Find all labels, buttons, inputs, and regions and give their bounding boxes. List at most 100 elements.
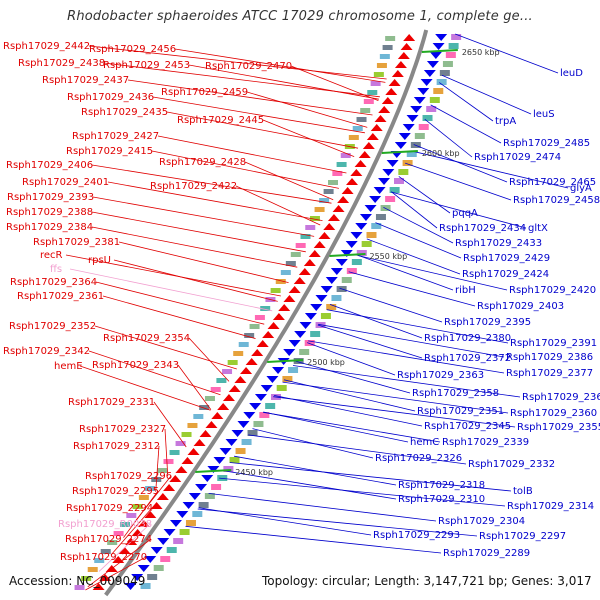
left-feature-label[interactable]: Rsph17029_2388 [6,207,93,218]
feature-block [173,538,184,544]
right-feature-label[interactable]: Rsph17029_2485 [503,138,590,149]
forward-gene-arrow [303,259,316,266]
right-feature-label[interactable]: gltX [528,223,548,234]
reverse-gene-arrow [373,187,386,194]
left-feature-label[interactable]: Rsph17029_2361 [17,291,104,302]
right-feature-label[interactable]: trpA [495,116,516,127]
leader-line [366,238,461,275]
left-feature-label[interactable]: Rsph17029_2381 [33,237,120,248]
feature-block [389,187,400,193]
right-feature-label[interactable]: hemC [410,437,439,448]
left-feature-label[interactable]: hemE [54,361,83,372]
left-feature-label[interactable]: Rsph17029_2435 [81,107,168,118]
right-feature-label[interactable]: Rsph17029_2391 [510,338,597,349]
right-feature-label[interactable]: Rsph17029_2297 [479,531,566,542]
left-feature-label[interactable]: Rsph17029_2343 [92,360,179,371]
left-feature-label[interactable]: Rsph17029_2295 [72,486,159,497]
left-feature-label[interactable]: Rsph17029_2428 [159,157,246,168]
left-feature-label[interactable]: Rsph17029_R0038 [58,519,152,530]
left-feature-label[interactable]: recR [40,250,63,261]
left-feature-label[interactable]: ffs [50,264,62,275]
left-feature-label[interactable]: Rsph17029_2393 [7,192,94,203]
right-feature-label[interactable]: leuS [533,109,555,120]
right-feature-label[interactable]: Rsph17029_2465 [509,177,596,188]
left-feature-label[interactable]: Rsph17029_2384 [6,222,93,233]
feature-block [346,268,357,274]
right-feature-label[interactable]: Rsph17029_2368 [522,392,600,403]
right-feature-label[interactable]: Rsph17029_2345 [424,421,511,432]
right-feature-label[interactable]: Rsph17029_2386 [506,352,593,363]
left-feature-label[interactable]: Rsph17029_2296 [85,471,172,482]
right-feature-label[interactable]: Rsph17029_2304 [438,516,525,527]
right-feature-label[interactable]: Rsph17029_2363 [397,370,484,381]
right-feature-label[interactable]: Rsph17029_2358 [412,388,499,399]
right-feature-label[interactable]: Rsph17029_2458 [513,195,600,206]
left-feature-label[interactable]: Rsph17029_2270 [60,552,147,563]
forward-gene-arrow [318,232,331,239]
right-feature-label[interactable]: Rsph17029_2403 [477,301,564,312]
right-feature-label[interactable]: Rsph17029_2314 [507,501,594,512]
left-feature-label[interactable]: Rsph17029_2312 [73,441,160,452]
reverse-gene-arrow [131,574,144,581]
right-feature-label[interactable]: Rsph17029_2360 [510,408,597,419]
left-feature-label[interactable]: Rsph17029_2401 [22,177,109,188]
left-feature-label[interactable]: Rsph17029_2331 [68,397,155,408]
left-feature-label[interactable]: Rsph17029_2459 [161,87,248,98]
right-feature-label[interactable]: Rsph17029_2474 [474,152,561,163]
right-feature-label[interactable]: ribH [455,285,476,296]
right-feature-label[interactable]: glyA [570,183,592,194]
left-feature-label[interactable]: Rsph17029_2436 [67,92,154,103]
left-feature-label[interactable]: rpsU [88,255,111,266]
right-feature-label[interactable]: leuD [560,68,583,79]
left-feature-label[interactable]: Rsph17029_2456 [89,44,176,55]
right-feature-label[interactable]: Rsph17029_2332 [468,459,555,470]
leader-line [290,65,379,101]
left-feature-label[interactable]: Rsph17029_2453 [103,60,190,71]
right-feature-label[interactable]: Rsph17029_2339 [442,437,529,448]
left-feature-label[interactable]: Rsph17029_2352 [9,321,96,332]
right-feature-label[interactable]: Rsph17029_2420 [509,285,596,296]
leader-line [166,111,359,149]
reverse-gene-arrow [378,178,391,185]
right-feature-label[interactable]: Rsph17029_2433 [455,238,542,249]
left-feature-label[interactable]: Rsph17029_2294 [66,503,153,514]
right-feature-label[interactable]: Rsph17029_2377 [506,368,593,379]
left-feature-label[interactable]: Rsph17029_2364 [10,277,97,288]
left-feature-label[interactable]: Rsph17029_2445 [177,115,264,126]
right-feature-label[interactable]: Rsph17029_2326 [375,453,462,464]
right-feature-label[interactable]: Rsph17029_2318 [398,480,485,491]
left-feature-label[interactable]: Rsph17029_2274 [65,534,152,545]
reverse-gene-arrow [432,43,445,50]
left-feature-label[interactable]: Rsph17029_2422 [150,181,237,192]
right-feature-label[interactable]: Rsph17029_2289 [443,548,530,559]
right-feature-label[interactable]: Rsph17029_2293 [373,530,460,541]
right-feature-label[interactable]: Rsph17029_2395 [444,317,531,328]
left-feature-label[interactable]: Rsph17029_2470 [205,61,292,72]
left-feature-label[interactable]: Rsph17029_2438 [18,58,105,69]
feature-block [216,378,227,383]
right-feature-label[interactable]: Rsph17029_2355 [517,422,600,433]
left-feature-label[interactable]: Rsph17029_2415 [66,146,153,157]
reverse-gene-arrow [169,520,182,527]
right-feature-label[interactable]: Rsph17029_2380 [424,333,511,344]
feature-block [418,124,429,130]
feature-block [260,306,271,311]
left-feature-label[interactable]: Rsph17029_2437 [42,75,129,86]
left-feature-label[interactable]: Rsph17029_2442 [3,41,90,52]
right-feature-label[interactable]: Rsph17029_2351 [417,406,504,417]
left-feature-label[interactable]: Rsph17029_2427 [72,131,159,142]
leader-line [85,556,147,591]
reverse-gene-arrow [272,367,285,374]
right-feature-label[interactable]: Rsph17029_2310 [398,494,485,505]
right-feature-label[interactable]: pqqA [452,208,478,219]
left-feature-label[interactable]: Rsph17029_2354 [103,333,190,344]
right-feature-label[interactable]: Rsph17029_2424 [462,269,549,280]
right-feature-label[interactable]: tolB [513,486,533,497]
right-feature-label[interactable]: Rsph17029_2434 [439,223,526,234]
left-feature-label[interactable]: Rsph17029_2342 [3,346,90,357]
left-feature-label[interactable]: Rsph17029_2406 [6,160,93,171]
right-feature-label[interactable]: Rsph17029_2429 [463,253,550,264]
left-feature-label[interactable]: Rsph17029_2327 [79,424,166,435]
right-feature-label[interactable]: Rsph17029_2372 [424,353,511,364]
feature-block [319,198,330,203]
